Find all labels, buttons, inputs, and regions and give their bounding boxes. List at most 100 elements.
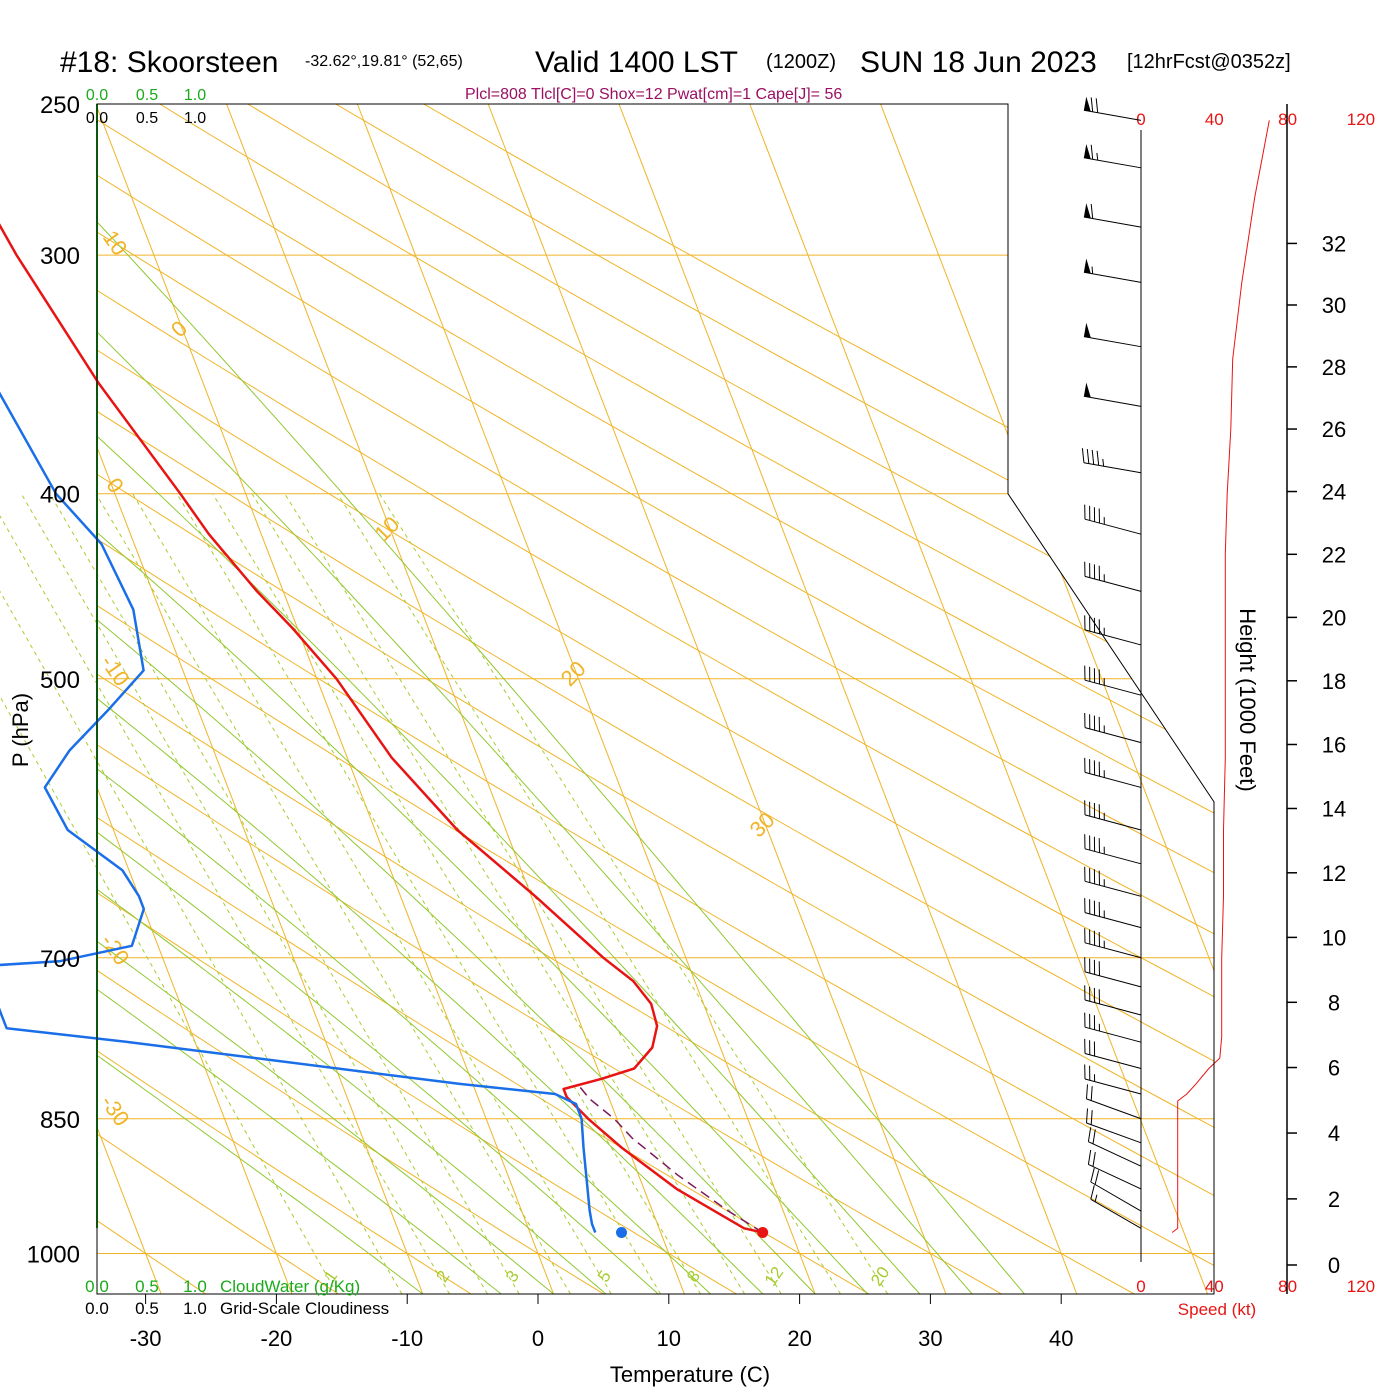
moist-adiabat (97, 104, 711, 1294)
dry-adiabat (97, 104, 1214, 1294)
barb-flag (1090, 204, 1094, 219)
forecast-info: [12hrFcst@0352z] (1127, 51, 1291, 73)
mixing-ratio-line (0, 695, 338, 1295)
wind-barb (1084, 712, 1142, 744)
barb-pennant (1083, 203, 1091, 219)
barb-flag (1090, 144, 1094, 160)
cloudiness-tick-top: 0.5 (136, 110, 158, 127)
y-axis-title: P (hPa) (8, 693, 33, 767)
x-tick-label: -20 (261, 1326, 293, 1351)
barb-flag (1095, 98, 1099, 113)
surface-dewpoint-marker (616, 1227, 627, 1238)
barb-staff (1084, 771, 1142, 788)
pressure-tick-label: 850 (40, 1107, 80, 1134)
moist-adiabat (97, 104, 607, 1294)
barb-flag (1090, 97, 1094, 112)
barb-flag (1090, 1167, 1095, 1183)
dry-adiabat (97, 104, 1214, 1294)
mixing-ratio-label: 8 (683, 1267, 704, 1286)
dry-adiabat (97, 104, 870, 1294)
dry-adiabat (97, 104, 1214, 1294)
cloudiness-tick-top: 0.0 (86, 110, 108, 127)
barb-staff (1084, 942, 1142, 959)
dry-adiabat (97, 104, 1214, 1294)
barb-pennant (1083, 258, 1091, 274)
wind-barb (1084, 866, 1142, 897)
barb-staff (1084, 880, 1142, 897)
isotherm-line (880, 104, 1214, 1294)
cloudiness-tick-top: 1.0 (184, 110, 206, 127)
barb-staff (1083, 157, 1142, 169)
isotherm-label: 20 (556, 656, 591, 691)
barb-staff (1088, 1141, 1142, 1167)
dry-adiabat (335, 104, 1214, 1294)
mixing-ratio-line (95, 493, 571, 1295)
wind-barb (1090, 1167, 1142, 1212)
isotherm-line (97, 104, 293, 1294)
height-tick-label: 32 (1322, 231, 1346, 256)
wind-barb (1084, 898, 1142, 929)
mixing-ratio-line (176, 493, 662, 1295)
station-title: #18: Skoorsteen (60, 46, 278, 79)
mixing-ratio-label: 3 (502, 1267, 523, 1286)
barb-flag (1092, 1129, 1096, 1144)
dry-adiabat (97, 104, 1002, 1294)
parcel-line (576, 1083, 764, 1234)
wind-barb (1084, 834, 1142, 865)
mixing-ratio-line (0, 515, 450, 1295)
barb-staff (1084, 518, 1142, 535)
barb-staff (1084, 679, 1142, 696)
isotherm-line (226, 104, 685, 1294)
x-tick-label: -10 (391, 1326, 423, 1351)
barb-flag (1092, 1152, 1096, 1167)
speed-profile-line (1171, 120, 1270, 1233)
thermo-grid (97, 104, 1214, 1294)
height-tick-label: 12 (1322, 861, 1346, 886)
isotherm-line (97, 104, 424, 1294)
surface-temperature-marker (757, 1227, 769, 1238)
cloudwater-tick-bottom: 0.0 (85, 1277, 109, 1296)
isotherm-line (749, 104, 1209, 1294)
wind-barb (1084, 957, 1142, 988)
cloudwater-tick-bottom: 1.0 (183, 1277, 207, 1296)
mixing-ratio-label: 20 (867, 1263, 893, 1289)
pressure-tick-label: 250 (40, 92, 80, 119)
dry-adiabat (247, 104, 1214, 1294)
barb-flag (1081, 448, 1085, 463)
mixing-ratio-line (284, 493, 782, 1295)
moist-adiabat (97, 104, 502, 1294)
mixing-ratio-line (379, 493, 889, 1295)
height-tick-label: 28 (1322, 355, 1346, 380)
axes: -30 -20 -10 0 10 20 30 402503004005007008501000… (27, 87, 1215, 1351)
moist-adiabat (97, 104, 973, 1294)
wind-barb (1084, 985, 1142, 1016)
moist-adiabat (97, 104, 1025, 1294)
cloudwater-tick-top: 1.0 (184, 87, 206, 104)
barb-staff (1083, 395, 1142, 407)
wind-barb (1081, 448, 1142, 474)
wind-barb (1083, 322, 1142, 348)
barb-staff (1088, 1163, 1142, 1190)
valid-time: Valid 1400 LST (535, 46, 738, 79)
x-tick-label: -30 (130, 1326, 162, 1351)
barb-staff (1084, 629, 1142, 646)
mixing-ratio-line (337, 493, 841, 1295)
barb-staff (1090, 1181, 1142, 1212)
height-tick-label: 16 (1322, 732, 1346, 757)
wind-barb (1084, 504, 1142, 535)
wind-barb (1084, 665, 1142, 696)
barb-flag (1086, 1084, 1088, 1099)
speed-tick-bottom: 0 (1136, 1277, 1145, 1296)
mixing-ratio-line (49, 493, 520, 1295)
pressure-tick-label: 700 (40, 946, 80, 973)
mixing-ratio-line (20, 493, 488, 1295)
cloudiness-tick-bottom: 0.5 (135, 1299, 159, 1318)
speed-tick-top: 120 (1347, 110, 1375, 129)
cloudiness-tick-bottom: 0.0 (85, 1299, 109, 1318)
height-tick-label: 20 (1322, 605, 1346, 630)
isotherm-label: 30 (745, 807, 780, 842)
height-tick-label: 14 (1322, 796, 1346, 821)
barb-flag (1086, 449, 1090, 464)
speed-tick-top: 40 (1205, 110, 1224, 129)
